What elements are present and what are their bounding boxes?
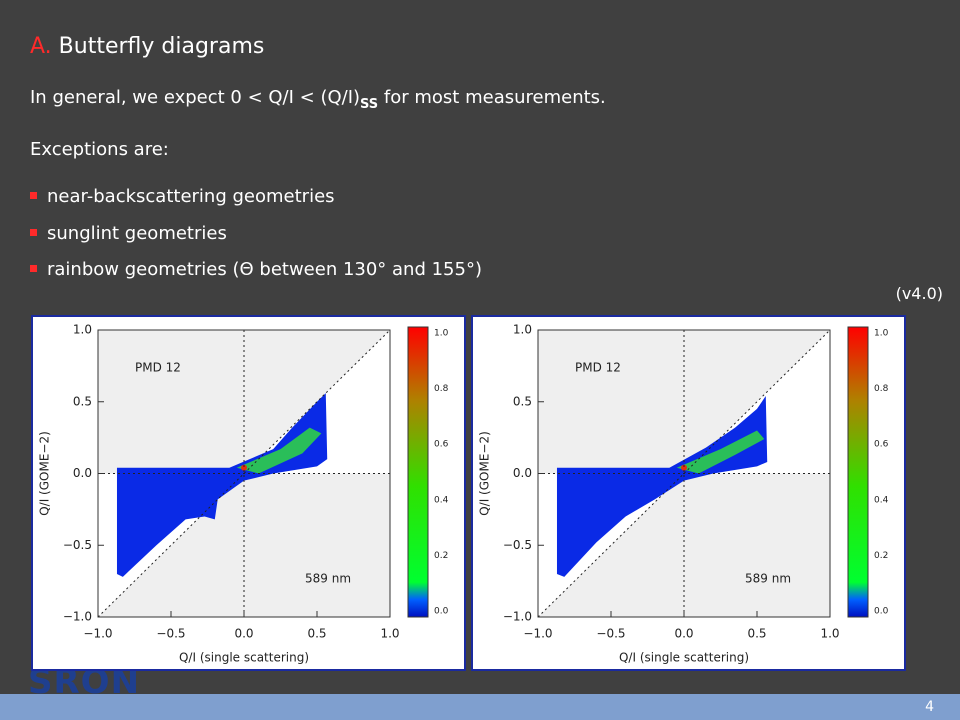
- x-tick-label: 0.5: [747, 627, 766, 641]
- bullet-text: sunglint geometries: [47, 223, 227, 244]
- colorbar: [847, 326, 869, 618]
- bullet-text: rainbow geometries (Θ between 130° and 1…: [47, 259, 482, 280]
- colorbar-label: 0.4: [434, 495, 449, 505]
- colorbar-label: 0.8: [434, 384, 449, 394]
- y-tick-label: −0.5: [503, 538, 532, 552]
- version: (v4.0): [895, 284, 943, 303]
- density-high: [236, 427, 322, 474]
- page-number: 4: [925, 699, 934, 715]
- section-label: A.: [30, 34, 52, 59]
- colorbar-label: 0.0: [434, 607, 449, 617]
- colorbar-label: 0.8: [874, 384, 889, 394]
- x-tick-label: 0.5: [307, 627, 326, 641]
- x-tick-label: 1.0: [380, 627, 399, 641]
- annotation: 589 nm: [305, 572, 351, 586]
- slide-title: A. Butterfly diagrams: [30, 34, 264, 59]
- y-tick-label: −1.0: [503, 610, 532, 624]
- title-text: Butterfly diagrams: [58, 34, 265, 59]
- y-axis-label: Q/I (GOME−2): [478, 431, 492, 516]
- density-peak: [681, 464, 687, 471]
- colorbar-label: 0.0: [874, 607, 889, 617]
- x-tick-label: 0.0: [234, 627, 253, 641]
- colorbar-label: 1.0: [434, 329, 449, 339]
- y-axis-label: Q/I (GOME−2): [38, 431, 52, 516]
- y-tick-label: 0.0: [513, 466, 532, 480]
- annotation: PMD 12: [575, 361, 621, 375]
- colorbar-label: 0.2: [434, 551, 448, 561]
- annotation: 589 nm: [745, 572, 791, 586]
- figure-panel: −1.0 −0.5 0.0 0.5 1.0 1.0 0.5 0.0 −0.5 −1.0 PMD 12…: [31, 315, 466, 671]
- body-line: In general, we expect 0 < Q/I < (Q/I)SS …: [30, 87, 606, 112]
- colorbar-label: 0.6: [874, 440, 889, 450]
- y-tick-label: 1.0: [73, 323, 92, 337]
- y-tick-label: 0.5: [73, 394, 92, 408]
- y-tick-label: 1.0: [513, 323, 532, 337]
- subscript: SS: [360, 97, 379, 112]
- x-tick-label: 0.0: [674, 627, 693, 641]
- density-high: [676, 430, 765, 474]
- y-tick-label: 0.5: [513, 394, 532, 408]
- colorbar-label: 0.6: [434, 440, 449, 450]
- colorbar: [407, 326, 429, 618]
- x-axis-label: Q/I (single scattering): [619, 651, 749, 665]
- diagonal: [97, 329, 391, 618]
- density-peak: [241, 464, 247, 471]
- x-tick-label: −0.5: [596, 627, 625, 641]
- x-tick-label: 1.0: [820, 627, 839, 641]
- y-tick-label: 0.0: [73, 466, 92, 480]
- diagonal: [537, 329, 831, 618]
- bullet: sunglint geometries: [30, 223, 227, 244]
- bullet: near-backscattering geometries: [30, 186, 335, 207]
- bullet-text: near-backscattering geometries: [47, 186, 335, 207]
- figure-panel: −1.0 −0.5 0.0 0.5 1.0 1.0 0.5 0.0 −0.5 −1.0 PMD 12…: [471, 315, 906, 671]
- text: In general, we expect 0 < Q/I < (Q/I): [30, 87, 361, 108]
- annotation: PMD 12: [135, 361, 181, 375]
- y-tick-label: −1.0: [63, 610, 92, 624]
- density-low: [116, 393, 328, 577]
- body-line: Exceptions are:: [30, 139, 169, 160]
- x-tick-label: −0.5: [156, 627, 185, 641]
- x-tick-label: −1.0: [523, 627, 552, 641]
- footer-bar: [0, 694, 960, 720]
- colorbar-label: 0.4: [874, 495, 889, 505]
- bullet: rainbow geometries (Θ between 130° and 1…: [30, 259, 482, 280]
- x-axis-label: Q/I (single scattering): [179, 651, 309, 665]
- colorbar-label: 0.2: [874, 551, 888, 561]
- colorbar-label: 1.0: [874, 329, 889, 339]
- x-tick-label: −1.0: [83, 627, 112, 641]
- text: for most measurements.: [378, 87, 606, 108]
- density-low: [556, 396, 768, 577]
- y-tick-label: −0.5: [63, 538, 92, 552]
